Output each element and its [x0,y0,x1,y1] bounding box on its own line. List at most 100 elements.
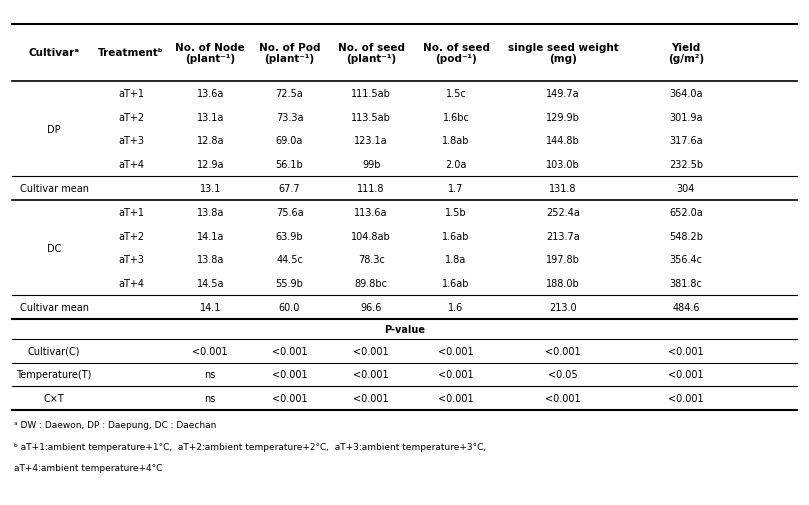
Text: <0.001: <0.001 [668,370,704,380]
Text: aT+1: aT+1 [118,208,144,218]
Text: <0.001: <0.001 [668,346,704,356]
Text: <0.001: <0.001 [354,370,389,380]
Text: ᵃ DW : Daewon, DP : Daepung, DC : Daechan: ᵃ DW : Daewon, DP : Daepung, DC : Daecha… [15,420,217,429]
Text: <0.001: <0.001 [354,393,389,403]
Text: aT+2: aT+2 [118,113,144,122]
Text: 1.6ab: 1.6ab [443,231,470,241]
Text: Cultivar mean: Cultivar mean [19,302,88,313]
Text: 1.5c: 1.5c [446,89,467,98]
Text: 104.8ab: 104.8ab [351,231,391,241]
Text: 356.4c: 356.4c [670,255,702,265]
Text: aT+3: aT+3 [118,255,144,265]
Text: <0.001: <0.001 [354,346,389,356]
Text: 317.6a: 317.6a [669,136,703,146]
Text: 364.0a: 364.0a [669,89,703,98]
Text: 149.7a: 149.7a [546,89,580,98]
Text: 304: 304 [677,184,695,193]
Text: 1.8ab: 1.8ab [443,136,470,146]
Text: 113.6a: 113.6a [354,208,388,218]
Text: Cultivarᵃ: Cultivarᵃ [28,48,79,58]
Text: 484.6: 484.6 [672,302,700,313]
Text: 548.2b: 548.2b [669,231,703,241]
Text: aT+4:ambient temperature+4°C: aT+4:ambient temperature+4°C [15,463,163,472]
Text: 652.0a: 652.0a [669,208,703,218]
Text: 188.0b: 188.0b [546,279,580,289]
Text: Cultivar mean: Cultivar mean [19,184,88,193]
Text: <0.001: <0.001 [272,346,307,356]
Text: 123.1a: 123.1a [354,136,388,146]
Text: 13.6a: 13.6a [197,89,224,98]
Text: 13.1a: 13.1a [197,113,224,122]
Text: 96.6: 96.6 [361,302,382,313]
Text: 252.4a: 252.4a [546,208,580,218]
Text: 144.8b: 144.8b [546,136,580,146]
Text: 44.5c: 44.5c [276,255,303,265]
Text: 111.5ab: 111.5ab [351,89,391,98]
Text: Cultivar(C): Cultivar(C) [28,346,80,356]
Text: 111.8: 111.8 [358,184,385,193]
Text: <0.001: <0.001 [668,393,704,403]
Text: 113.5ab: 113.5ab [351,113,391,122]
Text: <0.001: <0.001 [438,346,474,356]
Text: No. of seed
(plant⁻¹): No. of seed (plant⁻¹) [337,42,404,64]
Text: aT+4: aT+4 [118,160,144,170]
Text: DC: DC [47,243,61,253]
Text: 1.6bc: 1.6bc [443,113,469,122]
Text: 1.6: 1.6 [448,302,464,313]
Text: 69.0a: 69.0a [276,136,303,146]
Text: Yield
(g/m²): Yield (g/m²) [668,42,704,64]
Text: ᵇ aT+1:ambient temperature+1°C,  aT+2:ambient temperature+2°C,  aT+3:ambient tem: ᵇ aT+1:ambient temperature+1°C, aT+2:amb… [15,442,486,451]
Text: P-value: P-value [384,324,425,334]
Text: 67.7: 67.7 [279,184,300,193]
Text: No. of Pod
(plant⁻¹): No. of Pod (plant⁻¹) [259,42,320,64]
Text: 73.3a: 73.3a [276,113,303,122]
Text: <0.001: <0.001 [545,393,581,403]
Text: <0.001: <0.001 [193,346,228,356]
Text: <0.001: <0.001 [438,393,474,403]
Text: No. of seed
(pod⁻¹): No. of seed (pod⁻¹) [422,42,489,64]
Text: 56.1b: 56.1b [276,160,303,170]
Text: 197.8b: 197.8b [546,255,580,265]
Text: 13.8a: 13.8a [197,208,224,218]
Text: 129.9b: 129.9b [546,113,580,122]
Text: 14.1a: 14.1a [197,231,224,241]
Text: aT+3: aT+3 [118,136,144,146]
Text: 78.3c: 78.3c [358,255,384,265]
Text: 60.0: 60.0 [279,302,300,313]
Text: single seed weight
(mg): single seed weight (mg) [508,42,618,64]
Text: 14.1: 14.1 [200,302,221,313]
Text: 1.7: 1.7 [448,184,464,193]
Text: C×T: C×T [44,393,65,403]
Text: Treatmentᵇ: Treatmentᵇ [98,48,164,58]
Text: <0.05: <0.05 [549,370,578,380]
Text: 213.0: 213.0 [549,302,577,313]
Text: 55.9b: 55.9b [276,279,303,289]
Text: 89.8bc: 89.8bc [354,279,388,289]
Text: 131.8: 131.8 [549,184,577,193]
Text: 1.8a: 1.8a [446,255,467,265]
Text: 12.8a: 12.8a [197,136,224,146]
Text: Temperature(T): Temperature(T) [16,370,91,380]
Text: 103.0b: 103.0b [546,160,580,170]
Text: No. of Node
(plant⁻¹): No. of Node (plant⁻¹) [176,42,245,64]
Text: aT+4: aT+4 [118,279,144,289]
Text: 12.9a: 12.9a [197,160,224,170]
Text: 301.9a: 301.9a [669,113,703,122]
Text: 14.5a: 14.5a [197,279,224,289]
Text: aT+2: aT+2 [118,231,144,241]
Text: ns: ns [205,370,216,380]
Text: <0.001: <0.001 [438,370,474,380]
Text: 13.8a: 13.8a [197,255,224,265]
Text: 63.9b: 63.9b [276,231,303,241]
Text: <0.001: <0.001 [545,346,581,356]
Text: 381.8c: 381.8c [670,279,702,289]
Text: ns: ns [205,393,216,403]
Text: 99b: 99b [362,160,380,170]
Text: 75.6a: 75.6a [276,208,303,218]
Text: 232.5b: 232.5b [669,160,703,170]
Text: 72.5a: 72.5a [276,89,303,98]
Text: 2.0a: 2.0a [445,160,467,170]
Text: <0.001: <0.001 [272,393,307,403]
Text: DP: DP [47,124,61,134]
Text: 1.6ab: 1.6ab [443,279,470,289]
